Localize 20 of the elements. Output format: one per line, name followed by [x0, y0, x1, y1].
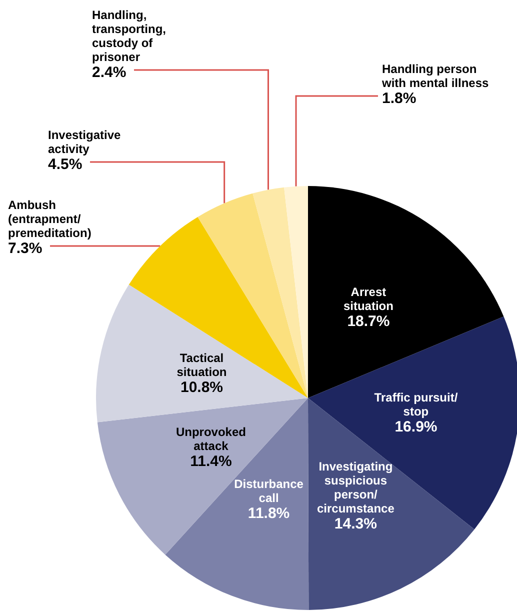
data-label: 11.8%	[248, 505, 290, 522]
data-label: 18.7%	[347, 312, 390, 330]
data-label: 4.5%	[48, 156, 82, 173]
slice-label: Handling, transporting, custody of prisoner	[92, 8, 166, 64]
data-label: 14.3%	[334, 516, 377, 533]
data-label: 7.3%	[8, 240, 42, 257]
data-label: 16.9%	[394, 418, 438, 436]
slice-label: Disturbance call	[234, 477, 304, 506]
slice-label: Tactical situation	[176, 351, 227, 380]
slice-label: Investigating suspicious person/ circumstance	[317, 460, 395, 516]
data-label: 11.4%	[190, 453, 232, 470]
slice-label: Handling person with mental illness	[381, 62, 490, 90]
slice-label: Unprovoked attack	[176, 425, 246, 454]
data-label: 10.8%	[180, 379, 224, 396]
data-label: 2.4%	[92, 64, 126, 81]
slice-label: Ambush (entrapment/ premeditation)	[8, 198, 92, 240]
slice-label: Arrest situation	[343, 284, 394, 313]
slice-label: Traffic pursuit/ stop	[374, 390, 458, 418]
slice-label: Investigative activity	[48, 128, 122, 156]
data-label: 1.8%	[382, 90, 416, 107]
